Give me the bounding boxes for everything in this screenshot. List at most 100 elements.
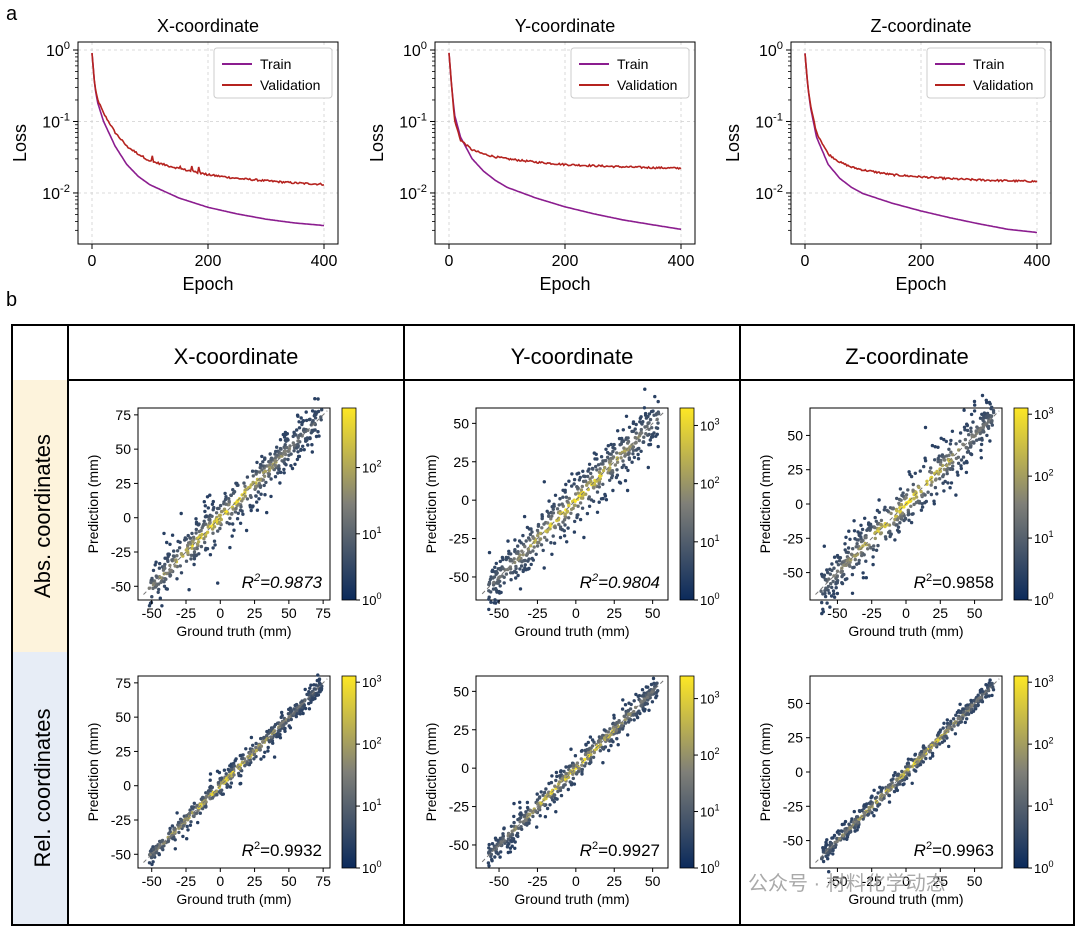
scatter-point bbox=[160, 839, 164, 843]
scatter-point bbox=[856, 825, 860, 829]
scatter-point bbox=[599, 497, 604, 501]
scatter-point bbox=[925, 479, 929, 483]
scatter-point bbox=[557, 522, 561, 527]
scatter-point bbox=[190, 811, 194, 815]
scatter-point bbox=[942, 721, 946, 725]
grid-border bbox=[11, 324, 1075, 926]
scatter-point bbox=[308, 686, 312, 690]
scatter-point bbox=[643, 387, 647, 391]
x-tick-label: 0 bbox=[572, 605, 580, 621]
scatter-point bbox=[286, 457, 290, 462]
scatter-point bbox=[307, 690, 311, 694]
colorbar-tick-label: 100 bbox=[1034, 591, 1054, 608]
scatter-point bbox=[919, 750, 924, 754]
scatter-point bbox=[584, 492, 588, 496]
scatter-point bbox=[193, 547, 197, 551]
legend-label: Validation bbox=[260, 77, 320, 93]
scatter-point bbox=[150, 576, 154, 581]
x-tick-label: -50 bbox=[142, 605, 162, 621]
scatter-point bbox=[885, 791, 889, 796]
scatter-point bbox=[210, 796, 215, 800]
scatter-points bbox=[487, 387, 661, 612]
scatter-point bbox=[493, 601, 498, 605]
y-axis-label: Loss bbox=[10, 124, 30, 162]
scatter-point bbox=[587, 467, 591, 471]
scatter-point bbox=[568, 780, 572, 784]
scatter-point bbox=[162, 584, 167, 588]
legend: Train Validation bbox=[213, 47, 333, 99]
scatter-point bbox=[517, 817, 522, 821]
scatter-point bbox=[862, 814, 866, 818]
col-header-y: Y-coordinate bbox=[511, 344, 634, 369]
scatter-point bbox=[627, 720, 631, 724]
scatter-point bbox=[972, 409, 977, 413]
scatter-point bbox=[961, 455, 966, 459]
scatter-point bbox=[893, 771, 897, 775]
scatter-point bbox=[231, 522, 235, 526]
colorbar-tick-label: 103 bbox=[1034, 405, 1054, 422]
scatter-point bbox=[583, 474, 587, 479]
scatter-point bbox=[618, 727, 622, 732]
scatter-point bbox=[599, 462, 603, 466]
scatter-point bbox=[562, 769, 566, 774]
scatter-point bbox=[208, 772, 213, 776]
scatter-point bbox=[830, 836, 834, 840]
scatter-point bbox=[648, 442, 653, 447]
scatter-point bbox=[567, 496, 571, 501]
scatter-point bbox=[538, 537, 542, 542]
scatter-point bbox=[648, 438, 652, 442]
r2-label: R2=0.9858 bbox=[914, 572, 994, 592]
scatter-point bbox=[592, 486, 596, 490]
scatter-point bbox=[600, 746, 605, 750]
scatter-point bbox=[844, 535, 848, 539]
scatter-point bbox=[826, 857, 830, 861]
scatter-point bbox=[986, 686, 990, 690]
scatter-point bbox=[509, 558, 513, 563]
scatter-point bbox=[945, 471, 949, 476]
scatter-point bbox=[580, 767, 584, 772]
scatter-point bbox=[194, 531, 198, 535]
scatter-point bbox=[912, 497, 916, 501]
scatter-point bbox=[573, 754, 578, 758]
scatter-point bbox=[244, 528, 249, 533]
scatter-point bbox=[518, 812, 522, 816]
scatter-point bbox=[975, 438, 979, 442]
scatter-point bbox=[887, 523, 892, 527]
scatter-point bbox=[487, 864, 491, 868]
scatter-point bbox=[210, 514, 214, 518]
results-grid: X-coordinate Y-coordinate Z-coordinate A… bbox=[11, 324, 1075, 926]
scatter-point bbox=[537, 805, 542, 810]
scatter-point bbox=[219, 781, 223, 785]
y-tick-label: 10-2 bbox=[399, 183, 427, 203]
scatter-point bbox=[191, 814, 196, 818]
scatter-point bbox=[969, 710, 974, 715]
scatter-point bbox=[192, 562, 196, 567]
scatter-point bbox=[898, 521, 902, 525]
scatter-point bbox=[950, 453, 955, 457]
scatter-point bbox=[184, 814, 189, 818]
scatter-point bbox=[302, 704, 306, 708]
scatter-point bbox=[840, 569, 844, 573]
scatter-point bbox=[205, 547, 210, 551]
scatter-point bbox=[615, 451, 619, 455]
scatter-point bbox=[615, 737, 619, 741]
scatter-point bbox=[650, 426, 654, 430]
scatter-point bbox=[956, 455, 961, 459]
scatter-point bbox=[265, 510, 269, 515]
scatter-point bbox=[856, 530, 860, 534]
scatter-point bbox=[837, 559, 842, 563]
scatter-point bbox=[610, 473, 615, 478]
scatter-point bbox=[251, 474, 255, 478]
scatter-point bbox=[620, 707, 625, 711]
scatter-point bbox=[861, 576, 866, 580]
scatter-point bbox=[585, 483, 589, 487]
x-tick-label: 200 bbox=[552, 253, 579, 270]
scatter-point bbox=[546, 514, 551, 518]
scatter-point bbox=[830, 585, 834, 590]
scatter-point bbox=[561, 520, 565, 524]
scatter-point bbox=[835, 581, 839, 585]
scatter-point bbox=[611, 449, 615, 454]
scatter-point bbox=[835, 560, 839, 564]
scatter-point bbox=[969, 412, 974, 417]
